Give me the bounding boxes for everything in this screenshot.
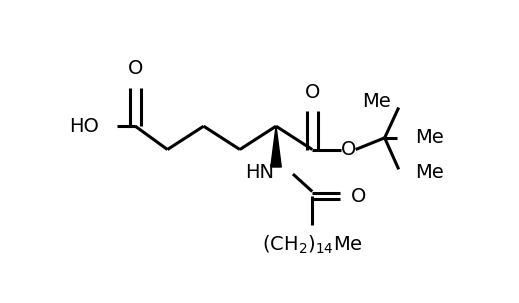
- Text: Me: Me: [415, 128, 444, 147]
- Text: (CH$_2$)$_{14}$Me: (CH$_2$)$_{14}$Me: [262, 234, 363, 256]
- Text: HN: HN: [245, 163, 274, 182]
- Text: O: O: [305, 83, 320, 102]
- Polygon shape: [271, 126, 281, 167]
- Text: Me: Me: [362, 92, 390, 111]
- Text: Me: Me: [415, 163, 444, 182]
- Text: O: O: [128, 59, 143, 78]
- Text: O: O: [341, 140, 356, 159]
- Text: O: O: [350, 187, 366, 206]
- Text: HO: HO: [69, 117, 99, 136]
